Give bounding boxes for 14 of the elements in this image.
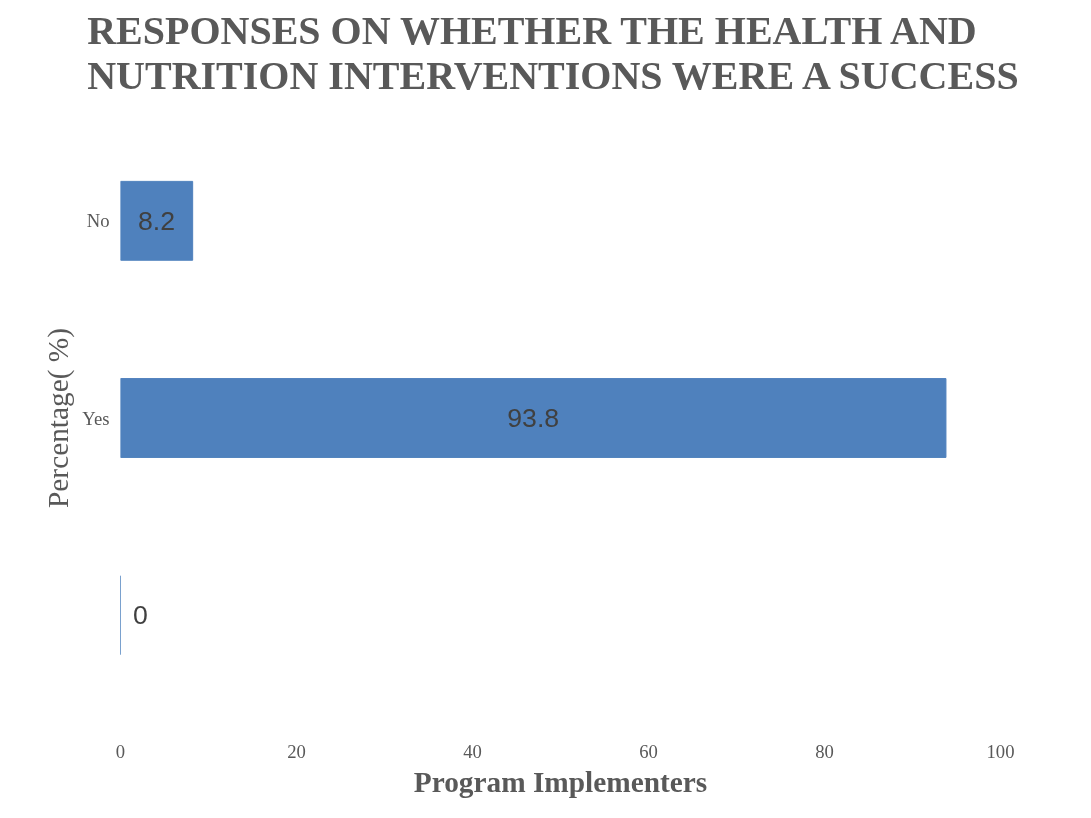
x-tick-label: 60 xyxy=(639,740,658,762)
data-label: 8.2 xyxy=(138,205,176,236)
y-tick-label: Yes xyxy=(82,407,110,429)
y-tick-label: No xyxy=(86,210,110,232)
x-axis-title: Program Implementers xyxy=(413,765,708,798)
x-tick-label: 40 xyxy=(463,740,482,762)
y-axis-title: Percentage( %) xyxy=(42,328,76,508)
x-tick-label: 80 xyxy=(815,740,834,762)
x-tick-label: 0 xyxy=(115,740,126,762)
chart-title: RESPONSES ON WHETHER THE HEALTH AND NUTRITION INTERVENTIONS WERE A SUCCESS xyxy=(87,7,1019,98)
data-label: 0 xyxy=(133,600,148,631)
data-label: 93.8 xyxy=(507,403,560,433)
x-tick-label: 20 xyxy=(287,740,306,762)
x-tick-label: 100 xyxy=(986,740,1015,762)
